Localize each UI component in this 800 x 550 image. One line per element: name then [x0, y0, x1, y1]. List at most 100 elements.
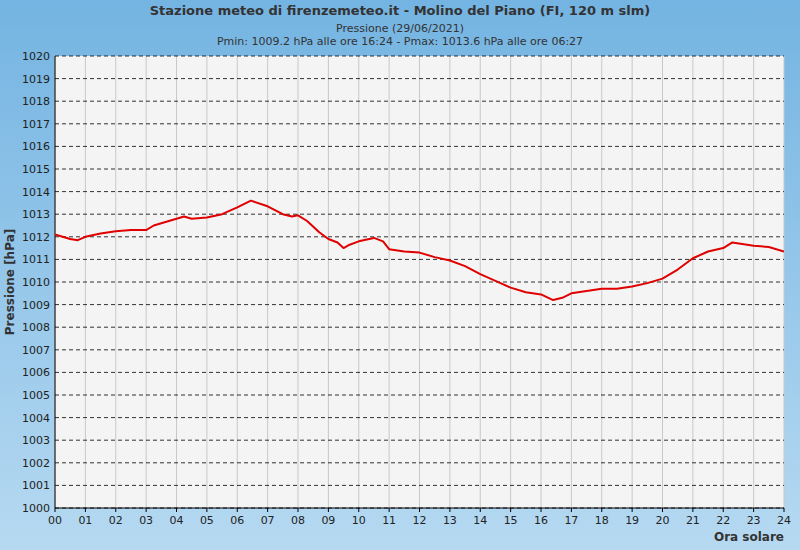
- x-tick: [298, 508, 299, 512]
- x-tick: [449, 508, 450, 512]
- x-tick-label: 04: [170, 514, 184, 527]
- y-grid-line: [55, 169, 784, 170]
- x-tick: [358, 508, 359, 512]
- series-group: [55, 201, 784, 300]
- y-grid-line: [55, 259, 784, 260]
- x-tick-label: 16: [534, 514, 548, 527]
- x-tick-label: 20: [656, 514, 670, 527]
- y-tick-label: 1005: [22, 389, 50, 402]
- x-tick: [692, 508, 693, 512]
- x-tick: [55, 508, 56, 512]
- y-grid-line: [55, 191, 784, 192]
- y-tick-label: 1020: [22, 50, 50, 63]
- y-grid-line: [55, 395, 784, 396]
- x-tick: [601, 508, 602, 512]
- y-grid-line: [55, 417, 784, 418]
- x-tick-label: 19: [625, 514, 639, 527]
- subtitle: Pressione (29/06/2021): [336, 22, 464, 35]
- x-tick-label: 21: [686, 514, 700, 527]
- x-grid-line: [662, 56, 663, 508]
- y-grid-line: [55, 372, 784, 373]
- y-tick-label: 1008: [22, 321, 50, 334]
- x-axis: [55, 508, 784, 509]
- x-axis-label: Ora solare: [714, 530, 784, 544]
- y-tick-label: 1013: [22, 208, 50, 221]
- y-grid-line: [55, 327, 784, 328]
- y-tick-label: 1015: [22, 163, 50, 176]
- y-grid-line: [55, 236, 784, 237]
- pressure-line: [55, 201, 784, 300]
- y-grid-line: [55, 485, 784, 486]
- x-tick-label: 00: [48, 514, 62, 527]
- x-tick-label: 05: [200, 514, 214, 527]
- annotation: Pmin: 1009.2 hPa alle ore 16:24 - Pmax: …: [217, 35, 583, 48]
- title: Stazione meteo di firenzemeteo.it - Moli…: [150, 3, 651, 18]
- x-tick: [753, 508, 754, 512]
- x-tick-label: 14: [473, 514, 487, 527]
- y-grid-line: [55, 282, 784, 283]
- x-grid-line: [115, 56, 116, 508]
- x-tick: [115, 508, 116, 512]
- x-tick-label: 22: [716, 514, 730, 527]
- y-tick-label: 1014: [22, 186, 50, 199]
- x-tick-label: 01: [78, 514, 92, 527]
- x-tick: [419, 508, 420, 512]
- y-tick-label: 1012: [22, 231, 50, 244]
- x-tick: [784, 508, 785, 512]
- y-grid-line: [55, 214, 784, 215]
- x-grid-line: [480, 56, 481, 508]
- x-tick-label: 07: [261, 514, 275, 527]
- x-tick-label: 15: [504, 514, 518, 527]
- y-grid-line: [55, 304, 784, 305]
- x-tick: [176, 508, 177, 512]
- x-grid-line: [55, 56, 56, 508]
- x-tick-label: 03: [139, 514, 153, 527]
- x-tick-label: 13: [443, 514, 457, 527]
- y-tick-label: 1004: [22, 412, 50, 425]
- x-tick: [206, 508, 207, 512]
- y-grid-line: [55, 78, 784, 79]
- y-grid-line: [55, 101, 784, 102]
- y-tick-label: 1010: [22, 276, 50, 289]
- x-tick: [85, 508, 86, 512]
- x-tick: [510, 508, 511, 512]
- x-tick: [632, 508, 633, 512]
- x-tick-label: 24: [777, 514, 791, 527]
- x-tick-label: 09: [321, 514, 335, 527]
- y-tick-label: 1017: [22, 118, 50, 131]
- y-axis-label: Pressione [hPa]: [3, 229, 17, 335]
- x-grid-line: [389, 56, 390, 508]
- x-tick: [267, 508, 268, 512]
- plot-area: [55, 56, 784, 508]
- x-tick: [146, 508, 147, 512]
- y-axis: [55, 56, 56, 508]
- x-tick-label: 18: [595, 514, 609, 527]
- y-tick-label: 1002: [22, 457, 50, 470]
- y-grid-line: [55, 440, 784, 441]
- y-tick-label: 1003: [22, 434, 50, 447]
- y-tick-label: 1019: [22, 73, 50, 86]
- x-tick-label: 17: [564, 514, 578, 527]
- y-tick-label: 1001: [22, 479, 50, 492]
- x-tick-label: 08: [291, 514, 305, 527]
- y-grid-line: [55, 508, 784, 509]
- x-tick-label: 02: [109, 514, 123, 527]
- x-grid-line: [571, 56, 572, 508]
- x-tick-label: 11: [382, 514, 396, 527]
- y-grid-line: [55, 123, 784, 124]
- background: [0, 0, 800, 550]
- y-tick-label: 1011: [22, 253, 50, 266]
- x-tick-label: 12: [413, 514, 427, 527]
- x-tick: [328, 508, 329, 512]
- x-tick-label: 06: [230, 514, 244, 527]
- x-tick: [662, 508, 663, 512]
- x-tick: [541, 508, 542, 512]
- y-grid-line: [55, 56, 784, 57]
- y-grid-line: [55, 146, 784, 147]
- y-tick-label: 1016: [22, 140, 50, 153]
- chart: 00 01 02 03 04 05 06 07 08 09 1011 12 13 14 15 16 17 18 19…: [0, 0, 800, 550]
- x-tick: [237, 508, 238, 512]
- x-grid-line: [206, 56, 207, 508]
- y-tick-label: 1000: [22, 502, 50, 515]
- x-grid-line: [298, 56, 299, 508]
